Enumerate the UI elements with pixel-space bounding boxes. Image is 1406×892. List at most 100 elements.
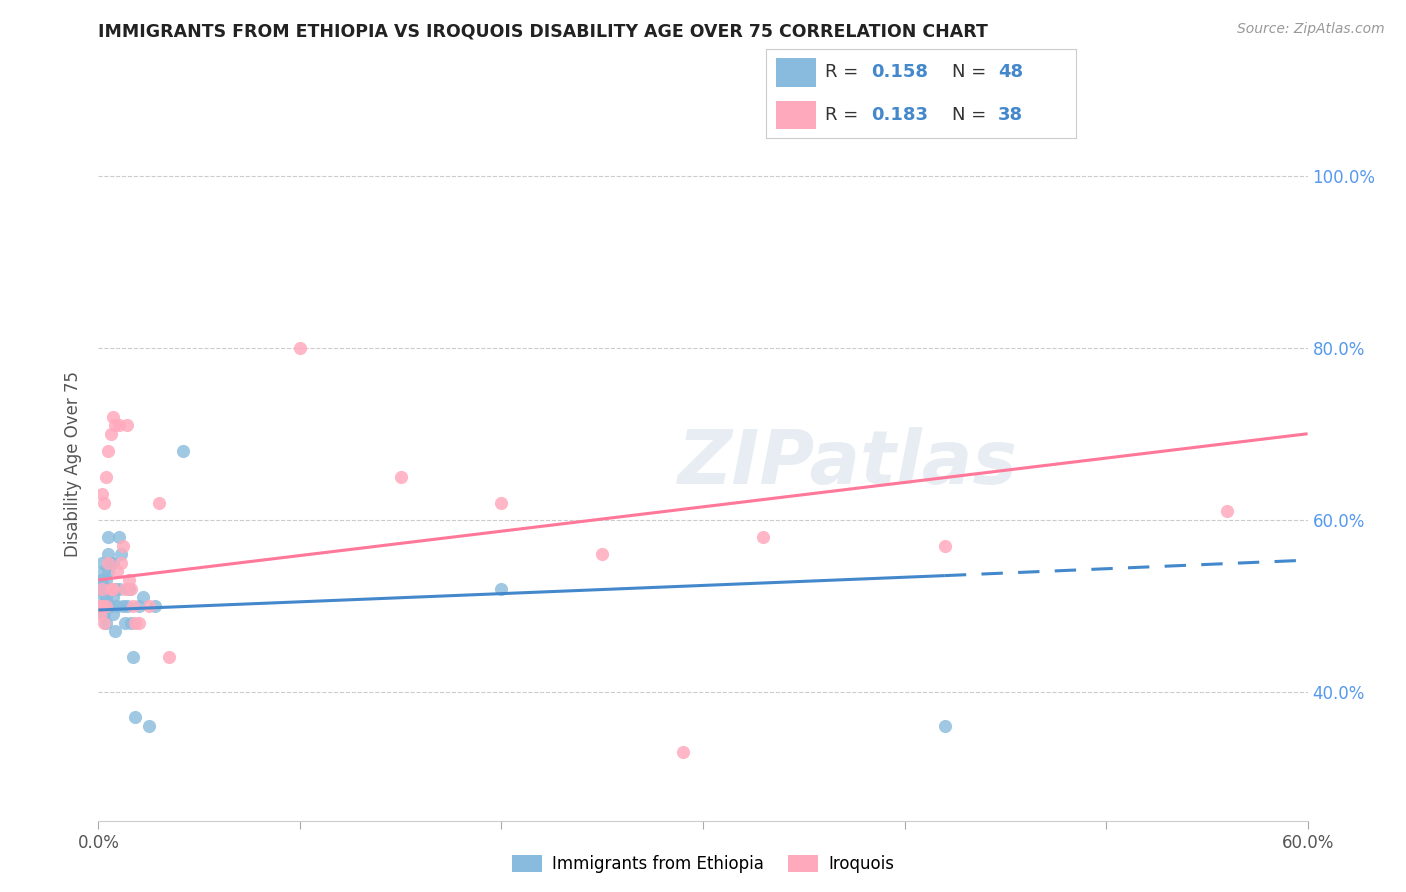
Point <box>96 469 118 483</box>
Point <box>89 573 111 587</box>
Point <box>89 607 111 622</box>
Point <box>934 539 956 553</box>
Point <box>97 547 120 561</box>
Point <box>120 582 142 596</box>
Point <box>107 418 129 433</box>
Point <box>143 599 166 613</box>
Point <box>100 599 122 613</box>
Point <box>100 556 122 570</box>
Point <box>96 599 118 613</box>
Y-axis label: Disability Age Over 75: Disability Age Over 75 <box>65 371 83 557</box>
Point <box>107 530 129 544</box>
Point <box>105 599 128 613</box>
Point <box>389 469 412 483</box>
Point <box>89 599 111 613</box>
Point <box>491 495 513 509</box>
Point <box>97 556 120 570</box>
Point <box>124 615 146 630</box>
Point <box>103 582 125 596</box>
Text: R =: R = <box>825 106 865 124</box>
Point <box>105 564 128 578</box>
Point <box>120 615 142 630</box>
Point <box>103 624 125 639</box>
Point <box>97 599 120 613</box>
Point <box>1216 504 1239 518</box>
Point <box>91 599 114 613</box>
Point <box>93 564 115 578</box>
Point <box>100 426 122 441</box>
Point <box>110 556 132 570</box>
Point <box>172 444 194 458</box>
Point <box>491 582 513 596</box>
Point <box>138 599 160 613</box>
Point <box>114 615 136 630</box>
Point <box>97 582 120 596</box>
Point <box>121 650 143 665</box>
Point <box>91 573 114 587</box>
Point <box>96 615 118 630</box>
Point <box>96 599 118 613</box>
Point <box>89 582 111 596</box>
Point <box>100 582 122 596</box>
Point <box>91 582 114 596</box>
Text: ZIPatlas: ZIPatlas <box>678 427 1018 500</box>
Point <box>101 582 124 596</box>
Point <box>93 582 115 596</box>
Point <box>97 564 120 578</box>
Point <box>111 539 134 553</box>
Point <box>934 719 956 733</box>
Point <box>93 599 115 613</box>
Text: 0.183: 0.183 <box>872 106 928 124</box>
Point <box>103 418 125 433</box>
Point <box>93 590 115 604</box>
Point <box>96 590 118 604</box>
Point <box>118 582 141 596</box>
Point <box>97 444 120 458</box>
Point <box>752 530 775 544</box>
Point <box>101 590 124 604</box>
Point <box>157 650 180 665</box>
Point <box>101 409 124 424</box>
Point <box>96 573 118 587</box>
Point <box>114 582 136 596</box>
Point <box>138 719 160 733</box>
Point <box>101 556 124 570</box>
Point <box>591 547 613 561</box>
Point <box>121 599 143 613</box>
Point <box>672 745 695 759</box>
Point <box>107 582 129 596</box>
Point <box>111 599 134 613</box>
Legend: Immigrants from Ethiopia, Iroquois: Immigrants from Ethiopia, Iroquois <box>505 848 901 880</box>
Text: 0.158: 0.158 <box>872 63 928 81</box>
Point <box>115 599 138 613</box>
Text: N =: N = <box>952 63 991 81</box>
Point <box>96 582 118 596</box>
Point <box>128 599 150 613</box>
Point <box>91 582 114 596</box>
Point <box>89 599 111 613</box>
Point <box>128 615 150 630</box>
Point <box>91 487 114 501</box>
Point <box>288 341 311 355</box>
Point <box>132 590 155 604</box>
Point <box>124 710 146 724</box>
Bar <box>776 101 815 129</box>
Point <box>93 607 115 622</box>
Point <box>93 495 115 509</box>
Text: 48: 48 <box>998 63 1024 81</box>
Point <box>110 547 132 561</box>
Point <box>115 418 138 433</box>
Bar <box>776 58 815 87</box>
Point <box>91 599 114 613</box>
Point <box>93 615 115 630</box>
Point <box>148 495 170 509</box>
Point <box>101 607 124 622</box>
Text: R =: R = <box>825 63 865 81</box>
Point <box>118 573 141 587</box>
Text: 38: 38 <box>998 106 1024 124</box>
Point <box>91 556 114 570</box>
Point <box>97 530 120 544</box>
Text: N =: N = <box>952 106 991 124</box>
Text: IMMIGRANTS FROM ETHIOPIA VS IROQUOIS DISABILITY AGE OVER 75 CORRELATION CHART: IMMIGRANTS FROM ETHIOPIA VS IROQUOIS DIS… <box>98 22 988 40</box>
Text: Source: ZipAtlas.com: Source: ZipAtlas.com <box>1237 22 1385 37</box>
